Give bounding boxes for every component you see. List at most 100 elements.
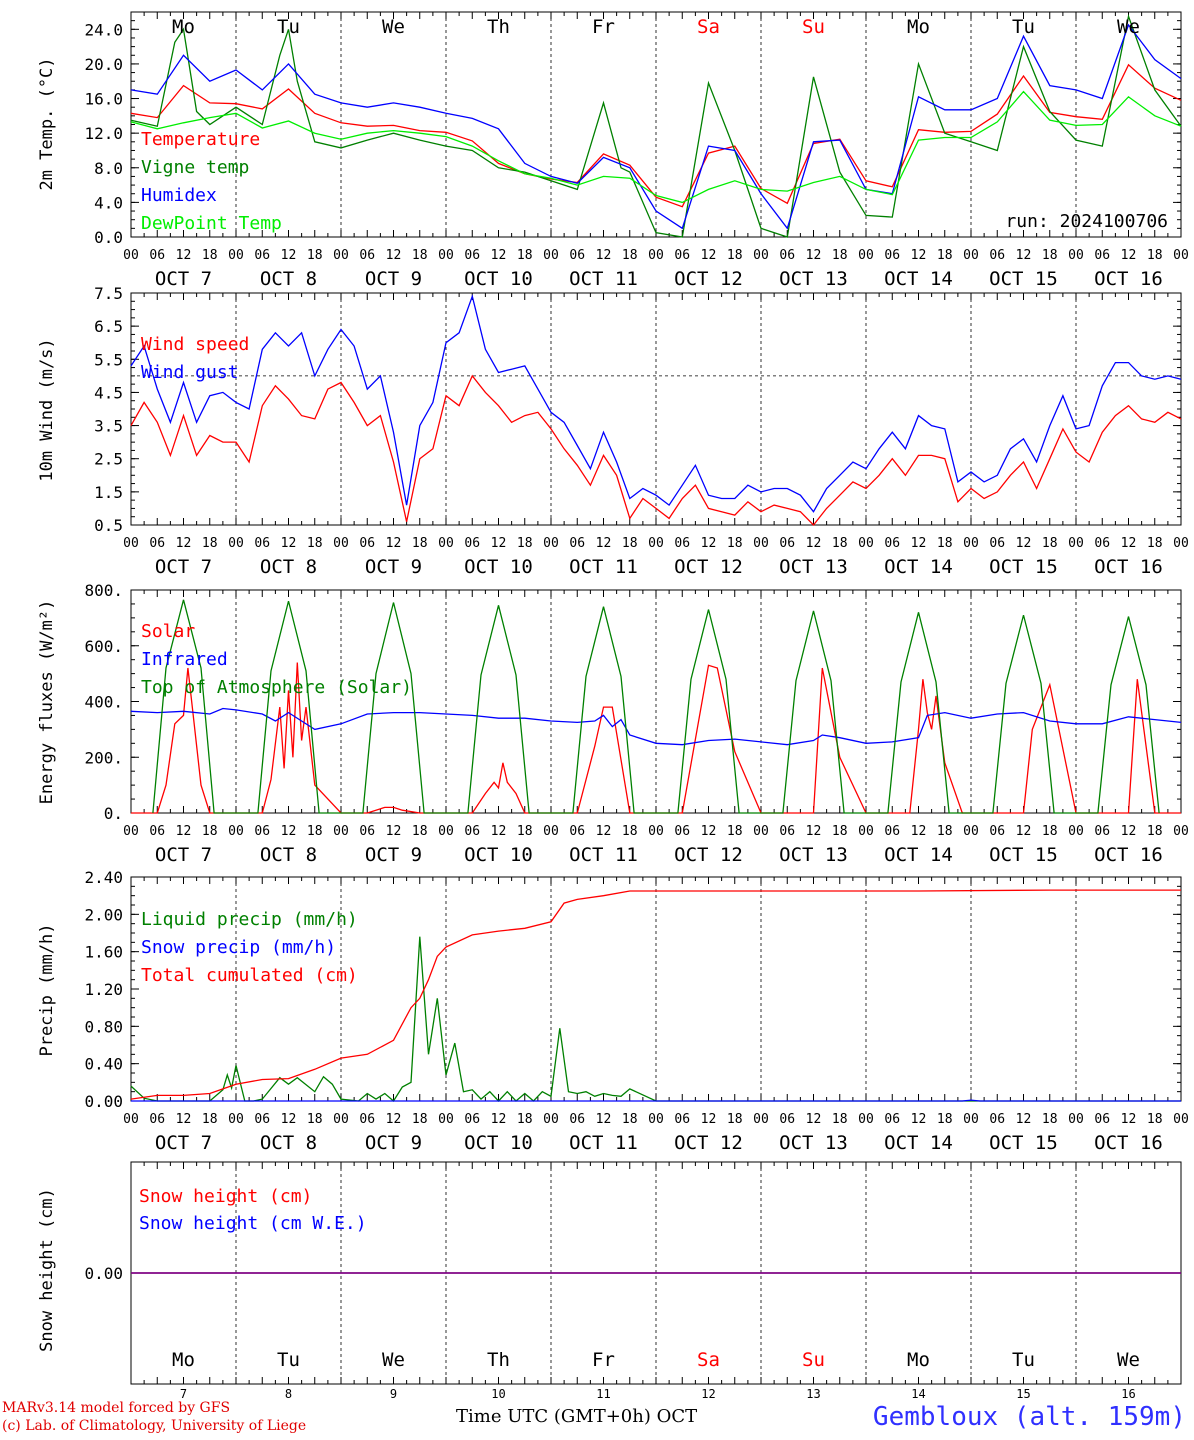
y-axis-label: Energy fluxes (W/m²) bbox=[37, 600, 57, 805]
date-label: OCT 8 bbox=[260, 268, 317, 290]
hour-tick-label: 18 bbox=[1042, 536, 1058, 551]
hour-tick-label: 00 bbox=[543, 1112, 559, 1127]
hour-tick-label: 00 bbox=[1068, 536, 1084, 551]
weekday-label: Mo bbox=[172, 16, 195, 38]
date-label: OCT 10 bbox=[464, 1132, 533, 1154]
y-tick-label: 2.40 bbox=[84, 868, 123, 887]
y-tick-label: 4.0 bbox=[94, 193, 123, 212]
hour-tick-label: 18 bbox=[307, 536, 323, 551]
hour-tick-label: 12 bbox=[281, 536, 297, 551]
day-number-label: 12 bbox=[701, 1387, 715, 1401]
y-tick-label: 2.5 bbox=[94, 450, 123, 469]
date-label: OCT 10 bbox=[464, 844, 533, 866]
station-name: Gembloux (alt. 159m) bbox=[872, 1402, 1186, 1432]
hour-tick-label: 12 bbox=[806, 248, 822, 263]
hour-tick-label: 06 bbox=[569, 824, 585, 839]
hour-tick-label: 06 bbox=[464, 248, 480, 263]
day-number-label: 11 bbox=[596, 1387, 610, 1401]
hour-tick-label: 18 bbox=[937, 1112, 953, 1127]
date-label: OCT 13 bbox=[779, 844, 848, 866]
series-line-infrared bbox=[130, 707, 1182, 746]
hour-tick-label: 18 bbox=[937, 824, 953, 839]
legend-entry: Liquid precip (mm/h) bbox=[141, 909, 358, 930]
hour-tick-label: 18 bbox=[202, 536, 218, 551]
hour-tick-label: 12 bbox=[491, 1112, 507, 1127]
model-credit: MARv3.14 model forced by GFS bbox=[2, 1400, 231, 1416]
y-tick-label: 0.40 bbox=[84, 1055, 123, 1074]
hour-tick-label: 00 bbox=[543, 536, 559, 551]
y-axis-label: 10m Wind (m/s) bbox=[37, 338, 57, 481]
hour-tick-label: 12 bbox=[806, 1112, 822, 1127]
date-label: OCT 13 bbox=[779, 556, 848, 578]
hour-tick-label: 06 bbox=[779, 1112, 795, 1127]
date-label: OCT 12 bbox=[674, 556, 743, 578]
hour-tick-label: 00 bbox=[1173, 536, 1189, 551]
weekday-label: Mo bbox=[172, 1349, 195, 1371]
day-number-label: 15 bbox=[1016, 1387, 1030, 1401]
weekday-label: Th bbox=[487, 16, 510, 38]
series-line-top-of-atmosphere-solar- bbox=[152, 599, 1160, 814]
date-label: OCT 9 bbox=[365, 1132, 422, 1154]
y-tick-label: 8.0 bbox=[94, 159, 123, 178]
date-label: OCT 16 bbox=[1094, 844, 1163, 866]
hour-tick-label: 00 bbox=[333, 824, 349, 839]
hour-tick-label: 06 bbox=[1094, 248, 1110, 263]
y-tick-label: 4.5 bbox=[94, 383, 123, 402]
hour-tick-label: 12 bbox=[386, 248, 402, 263]
date-label: OCT 7 bbox=[155, 556, 212, 578]
hour-tick-label: 00 bbox=[228, 248, 244, 263]
y-tick-label: 0.00 bbox=[84, 1092, 123, 1111]
hour-tick-label: 12 bbox=[701, 536, 717, 551]
hour-tick-label: 18 bbox=[622, 824, 638, 839]
weekday-label: Sa bbox=[697, 1349, 720, 1371]
hour-tick-label: 12 bbox=[176, 248, 192, 263]
hour-tick-label: 06 bbox=[674, 1112, 690, 1127]
date-label: OCT 8 bbox=[260, 844, 317, 866]
hour-tick-label: 18 bbox=[307, 248, 323, 263]
hour-tick-label: 12 bbox=[596, 1112, 612, 1127]
hour-tick-label: 00 bbox=[228, 536, 244, 551]
series-line-snow-precip-mm-h- bbox=[131, 1099, 1181, 1102]
hour-tick-label: 06 bbox=[884, 824, 900, 839]
hour-tick-label: 18 bbox=[622, 1112, 638, 1127]
lab-credit: (c) Lab. of Climatology, University of L… bbox=[2, 1418, 307, 1434]
hour-tick-label: 12 bbox=[911, 824, 927, 839]
series-line-wind-speed bbox=[130, 374, 1182, 526]
weekday-label: Mo bbox=[907, 1349, 930, 1371]
hour-tick-label: 06 bbox=[779, 824, 795, 839]
hour-tick-label: 06 bbox=[1094, 1112, 1110, 1127]
hour-tick-label: 00 bbox=[123, 536, 139, 551]
y-tick-label: 6.5 bbox=[94, 317, 123, 336]
date-label: OCT 15 bbox=[989, 844, 1058, 866]
hour-tick-label: 18 bbox=[412, 248, 428, 263]
hour-tick-label: 00 bbox=[123, 824, 139, 839]
legend-entry: Solar bbox=[141, 621, 195, 642]
hour-tick-label: 18 bbox=[202, 824, 218, 839]
hour-tick-label: 00 bbox=[333, 248, 349, 263]
date-label: OCT 13 bbox=[779, 1132, 848, 1154]
y-tick-label: 5.5 bbox=[94, 350, 123, 369]
hour-tick-label: 06 bbox=[1094, 824, 1110, 839]
hour-tick-label: 00 bbox=[333, 536, 349, 551]
weekday-label: We bbox=[382, 1349, 405, 1371]
hour-tick-label: 06 bbox=[779, 536, 795, 551]
hour-tick-label: 06 bbox=[674, 824, 690, 839]
hour-tick-label: 00 bbox=[858, 248, 874, 263]
hour-tick-label: 12 bbox=[701, 824, 717, 839]
series-line-dewpoint-temp bbox=[130, 90, 1182, 204]
hour-tick-label: 12 bbox=[1016, 536, 1032, 551]
date-label: OCT 12 bbox=[674, 1132, 743, 1154]
hour-tick-label: 00 bbox=[438, 536, 454, 551]
hour-tick-label: 12 bbox=[176, 824, 192, 839]
series-line-liquid-precip-mm-h- bbox=[130, 936, 1181, 1102]
date-label: OCT 15 bbox=[989, 1132, 1058, 1154]
y-tick-label: 0.80 bbox=[84, 1017, 123, 1036]
hour-tick-label: 00 bbox=[963, 1112, 979, 1127]
weekday-label: We bbox=[382, 16, 405, 38]
legend-entry: Vigne temp bbox=[141, 157, 249, 178]
hour-tick-label: 18 bbox=[727, 248, 743, 263]
date-label: OCT 7 bbox=[155, 844, 212, 866]
hour-tick-label: 00 bbox=[858, 1112, 874, 1127]
hour-tick-label: 18 bbox=[517, 248, 533, 263]
hour-tick-label: 18 bbox=[832, 248, 848, 263]
